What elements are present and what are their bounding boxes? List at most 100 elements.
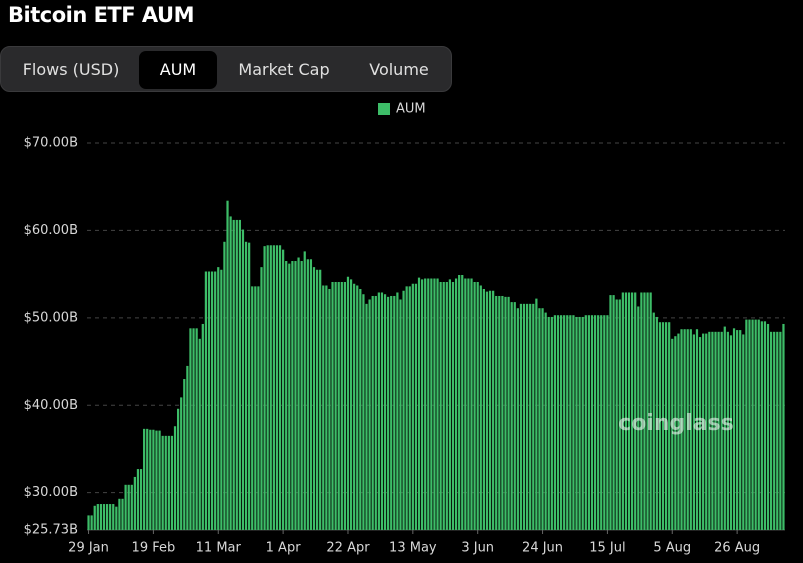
bar	[692, 334, 696, 530]
bar	[689, 329, 692, 530]
legend-label: AUM	[396, 102, 426, 117]
bar	[723, 326, 726, 530]
bar	[346, 276, 350, 530]
bar	[143, 428, 146, 530]
bar	[331, 281, 334, 530]
bar	[325, 285, 328, 530]
bar	[269, 245, 272, 531]
bar	[668, 322, 671, 530]
bar	[578, 316, 581, 530]
bar	[454, 278, 458, 530]
bar	[309, 259, 313, 530]
x-tick-label: 26 Aug	[714, 541, 760, 556]
bar	[485, 291, 489, 530]
bar	[473, 281, 476, 530]
bar	[698, 337, 702, 530]
bar	[563, 315, 566, 530]
bar	[634, 292, 637, 530]
bar	[328, 288, 331, 530]
bar	[575, 316, 578, 530]
bar	[559, 315, 563, 530]
bar	[643, 292, 646, 530]
bar	[158, 430, 161, 530]
bar	[405, 286, 408, 530]
bar	[507, 296, 510, 530]
bar	[671, 338, 674, 530]
bar	[118, 498, 121, 530]
bar	[207, 271, 211, 530]
bar	[232, 219, 235, 530]
bar	[303, 251, 306, 530]
bar	[482, 288, 485, 530]
tab[interactable]: Flows (USD)	[22, 60, 120, 79]
bar	[146, 428, 149, 530]
x-tick-label: 3 Jun	[461, 541, 494, 556]
x-tick-label: 1 Apr	[266, 541, 302, 556]
bar	[593, 315, 597, 530]
bar	[458, 275, 461, 530]
bar	[513, 302, 516, 530]
bar	[427, 278, 430, 530]
bar	[340, 281, 343, 530]
bar	[597, 315, 600, 530]
bar	[504, 296, 507, 530]
bar	[525, 303, 529, 530]
bar	[538, 308, 541, 530]
bar	[680, 329, 683, 530]
bar	[396, 292, 399, 530]
bar	[109, 504, 112, 530]
bar	[195, 328, 198, 530]
bar	[522, 303, 526, 530]
tab[interactable]: Market Cap	[238, 60, 330, 79]
bar	[201, 323, 204, 530]
bar	[705, 333, 708, 530]
bar	[652, 312, 655, 530]
bar	[745, 319, 748, 530]
bar	[127, 484, 130, 530]
bar	[448, 279, 452, 530]
bar	[550, 316, 553, 530]
bar	[180, 397, 183, 530]
bar	[130, 484, 133, 530]
bar	[377, 292, 380, 530]
bar	[214, 271, 217, 530]
bar	[637, 306, 640, 530]
x-tick-label: 19 Feb	[132, 541, 176, 556]
bar	[306, 259, 309, 530]
bar	[655, 316, 658, 530]
bar	[380, 292, 384, 530]
y-tick-label: $40.00B	[24, 398, 78, 413]
bar	[424, 278, 427, 530]
bar	[248, 242, 251, 530]
bar	[479, 285, 482, 530]
bar	[223, 241, 226, 530]
bar	[757, 319, 760, 530]
bar	[708, 331, 711, 530]
bar	[624, 292, 628, 530]
bar	[519, 303, 523, 530]
bar	[566, 315, 569, 530]
tab[interactable]: AUM	[139, 51, 217, 89]
bar	[751, 319, 754, 530]
y-tick-label: $70.00B	[24, 136, 78, 151]
bar	[402, 290, 405, 530]
bar	[152, 429, 155, 530]
bar	[198, 338, 201, 530]
tab[interactable]: Volume	[369, 60, 429, 79]
bar	[720, 331, 723, 530]
bar	[217, 267, 220, 530]
bar	[631, 292, 634, 530]
bar	[263, 246, 266, 530]
bar	[124, 484, 127, 530]
bar	[627, 292, 631, 530]
bar	[371, 295, 374, 530]
bar	[220, 269, 223, 530]
bar	[430, 278, 433, 530]
bar	[282, 249, 285, 531]
y-tick-label: $60.00B	[24, 223, 78, 238]
bar	[96, 504, 99, 530]
bar	[445, 281, 448, 530]
bar	[300, 261, 303, 530]
bar	[387, 296, 390, 530]
